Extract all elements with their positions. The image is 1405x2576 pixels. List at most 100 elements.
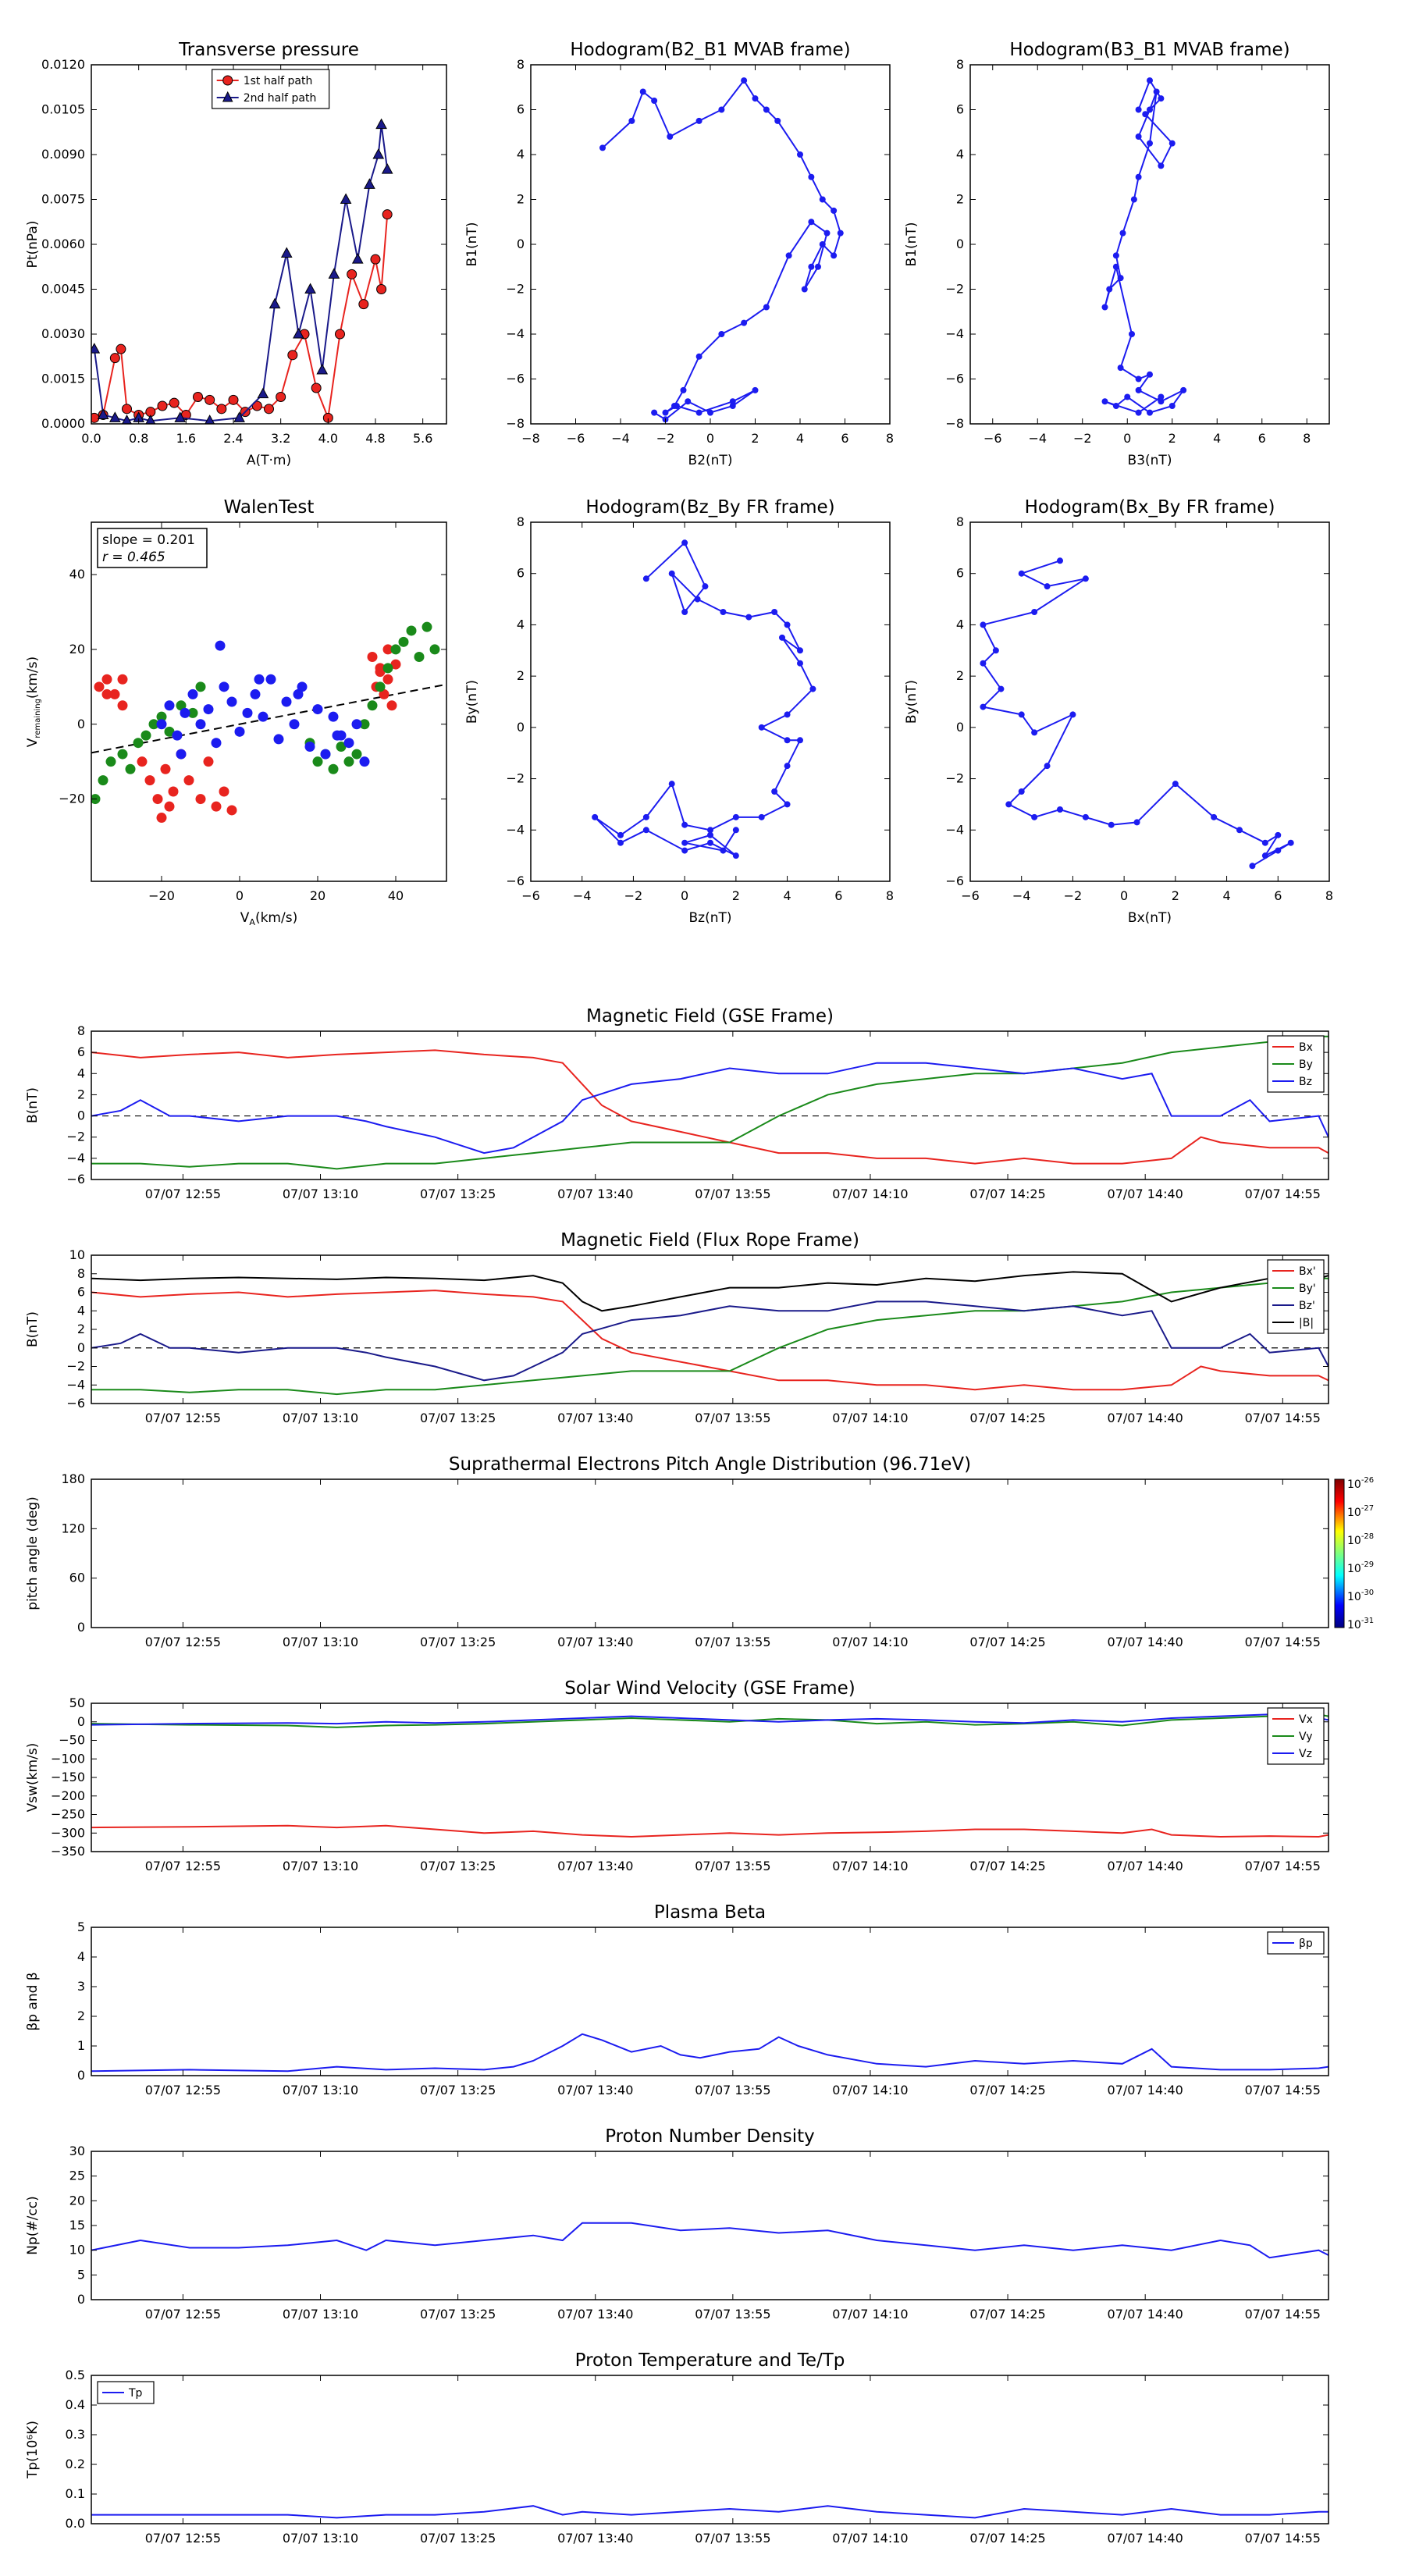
data-point	[343, 756, 354, 767]
data-point	[226, 696, 237, 707]
data-point	[785, 252, 792, 259]
x-tick-label: 07/07 14:40	[1108, 2531, 1183, 2546]
data-point	[280, 247, 293, 258]
data-point	[174, 411, 187, 422]
x-tick-label: 07/07 14:55	[1245, 2307, 1321, 2322]
x-tick-label: −20	[148, 888, 175, 903]
x-tick-label: 07/07 14:25	[969, 2083, 1045, 2097]
data-point	[101, 674, 112, 685]
y-tick-label: 2	[77, 1087, 85, 1101]
plot-area	[91, 118, 393, 424]
series-By'	[91, 1277, 1329, 1396]
y-axis-label: Vremaining(km/s)	[25, 656, 42, 747]
data-point	[375, 681, 386, 692]
y-tick-label: 0.0015	[41, 372, 85, 386]
x-axis-label: Bx(nT)	[1128, 910, 1172, 926]
x-tick-label: 2	[1172, 888, 1179, 903]
y-tick-label: 0	[517, 720, 525, 735]
y-tick-label: 0.5	[66, 2368, 85, 2382]
data-point	[808, 263, 815, 270]
panel-walen-test: WalenTest −20 0 20 40 −20 0 20 40 VA(km/s) Vremain…	[25, 497, 447, 927]
data-point	[1261, 852, 1268, 859]
data-point	[1287, 839, 1294, 846]
y-tick-label: 15	[69, 2218, 85, 2233]
y-tick-label: 0.0075	[41, 192, 85, 207]
data-point	[1018, 570, 1025, 577]
data-point	[729, 403, 736, 409]
x-tick-label: 07/07 13:10	[283, 1859, 358, 1873]
y-tick-label: 0.0000	[41, 416, 85, 431]
x-tick-label: 07/07 13:10	[283, 1635, 358, 1649]
axes-frame	[91, 1927, 1329, 2076]
data-point	[364, 178, 375, 189]
x-tick-label: 07/07 14:55	[1245, 2531, 1321, 2546]
y-axis-label: pitch angle (deg)	[25, 1496, 41, 1610]
data-point	[382, 209, 393, 220]
data-point	[312, 704, 323, 715]
x-tick-label: 0	[681, 888, 688, 903]
data-point	[1147, 140, 1153, 147]
series-line	[91, 1713, 1329, 1726]
data-point	[265, 674, 276, 685]
data-point	[1275, 847, 1282, 854]
x-tick-label: 07/07 13:10	[283, 2083, 358, 2097]
data-point	[276, 392, 286, 402]
y-tick-label: 2	[517, 668, 525, 683]
x-ticks: 07/07 12:55 07/07 13:10 07/07 13:25 07/07 1…	[145, 1927, 1321, 2097]
y-tick-label: 2	[77, 2008, 85, 2023]
data-point	[628, 117, 635, 124]
series-Bx	[91, 1049, 1329, 1165]
data-point	[251, 400, 262, 411]
data-point	[117, 700, 128, 711]
data-point	[351, 749, 362, 760]
y-tick-label: 0.2	[66, 2457, 85, 2471]
data-point	[668, 781, 675, 788]
data-point	[94, 681, 105, 692]
x-tick-label: 07/07 13:10	[283, 2531, 358, 2546]
y-tick-label: 8	[77, 1023, 85, 1038]
y-axis-label: Tp(10⁶K)	[25, 2421, 41, 2479]
plot-area	[592, 539, 816, 859]
colorbar-label: 10-26	[1347, 1476, 1374, 1491]
y-tick-label: −300	[51, 1825, 85, 1840]
y-tick-label: 2	[517, 192, 525, 207]
y-tick-label: 0	[77, 1340, 85, 1355]
y-tick-label: 0	[77, 2068, 85, 2083]
data-point	[1135, 386, 1142, 393]
x-tick-label: 07/07 14:40	[1108, 2083, 1183, 2097]
data-point	[1044, 763, 1051, 770]
legend: Bx' By' Bz' |B|	[1267, 1259, 1325, 1334]
y-tick-label: −8	[506, 416, 525, 431]
series-line	[91, 2505, 1329, 2519]
data-point	[176, 700, 187, 711]
data-point	[367, 652, 378, 662]
data-point	[273, 734, 284, 745]
data-point	[801, 286, 808, 293]
x-tick-label: 07/07 14:40	[1108, 2307, 1183, 2322]
y-tick-label: 6	[77, 1044, 85, 1059]
data-point	[1057, 806, 1063, 813]
data-point	[745, 614, 752, 621]
data-point	[1147, 77, 1153, 84]
legend-frame	[1267, 1259, 1325, 1334]
data-point	[340, 193, 352, 204]
y-tick-label: 8	[77, 1266, 85, 1281]
colorbar-label: 10-27	[1347, 1504, 1374, 1519]
x-axis-label: B3(nT)	[1128, 453, 1172, 468]
y-tick-label: −6	[66, 1396, 85, 1411]
data-point	[304, 742, 315, 752]
data-point	[771, 788, 778, 795]
series-line	[91, 2033, 1329, 2073]
data-point	[203, 756, 214, 767]
y-tick-label: 2	[77, 1322, 85, 1336]
y-tick-label: 6	[517, 102, 525, 117]
data-point	[264, 404, 274, 415]
y-tick-label: 4	[77, 1066, 85, 1080]
y-ticks: 0.0 0.1 0.2 0.3 0.4 0.5	[66, 2368, 1329, 2531]
x-tick-label: 6	[1274, 888, 1282, 903]
data-point	[823, 229, 831, 237]
data-point	[156, 719, 167, 730]
data-point	[642, 813, 649, 820]
x-tick-label: 07/07 12:55	[145, 2531, 221, 2546]
x-tick-label: 5.6	[413, 431, 432, 446]
